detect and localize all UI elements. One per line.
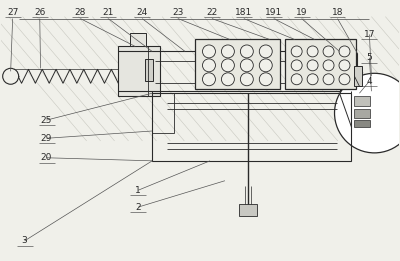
Bar [239, 204, 257, 216]
Circle shape [307, 74, 318, 85]
Circle shape [339, 60, 350, 71]
Circle shape [202, 73, 216, 86]
Text: 27: 27 [7, 8, 18, 17]
Text: 18: 18 [332, 8, 343, 17]
Circle shape [240, 45, 253, 58]
Text: 26: 26 [34, 8, 46, 17]
Bar [130, 33, 146, 46]
Bar [118, 46, 160, 96]
Circle shape [240, 73, 253, 86]
Text: 23: 23 [172, 8, 184, 17]
Text: 4: 4 [366, 77, 372, 86]
Circle shape [323, 74, 334, 85]
Circle shape [240, 59, 253, 72]
Text: 181: 181 [235, 8, 252, 17]
Circle shape [259, 73, 272, 86]
Bar [152, 93, 174, 133]
Circle shape [222, 45, 234, 58]
Circle shape [307, 60, 318, 71]
Text: 17: 17 [364, 30, 375, 39]
Text: 20: 20 [41, 153, 52, 162]
Text: 28: 28 [75, 8, 86, 17]
Circle shape [323, 46, 334, 57]
Text: 29: 29 [41, 134, 52, 143]
Bar [145, 60, 153, 81]
Circle shape [339, 74, 350, 85]
Bar [195, 39, 280, 89]
Circle shape [291, 74, 302, 85]
Bar [354, 120, 370, 127]
Text: 3: 3 [22, 236, 28, 245]
Text: 25: 25 [41, 116, 52, 124]
Circle shape [259, 59, 272, 72]
Circle shape [202, 45, 216, 58]
Text: 21: 21 [103, 8, 114, 17]
Text: 2: 2 [136, 203, 141, 212]
Text: 22: 22 [206, 8, 218, 17]
Text: 1: 1 [135, 186, 141, 195]
Text: 19: 19 [296, 8, 307, 17]
Bar [354, 66, 362, 86]
Bar [152, 93, 352, 161]
Circle shape [307, 46, 318, 57]
Circle shape [323, 60, 334, 71]
Circle shape [202, 59, 216, 72]
Text: 191: 191 [265, 8, 282, 17]
Circle shape [291, 46, 302, 57]
Bar [340, 54, 358, 93]
Text: 5: 5 [366, 53, 372, 62]
Text: 24: 24 [136, 8, 148, 17]
Bar [354, 109, 370, 118]
Circle shape [339, 46, 350, 57]
Circle shape [291, 60, 302, 71]
Circle shape [222, 73, 234, 86]
Circle shape [334, 73, 400, 153]
Bar [354, 96, 370, 106]
Circle shape [222, 59, 234, 72]
Circle shape [259, 45, 272, 58]
Circle shape [3, 68, 19, 84]
Bar [285, 39, 356, 89]
